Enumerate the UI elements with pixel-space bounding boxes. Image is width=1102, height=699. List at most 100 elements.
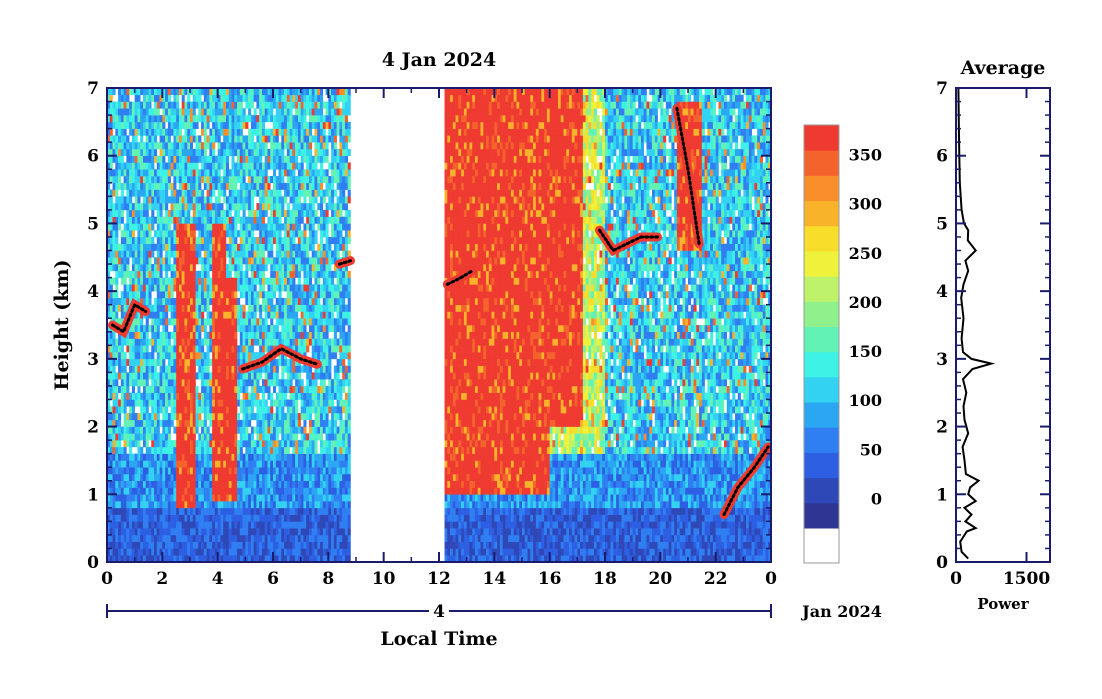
heatmap-cell (206, 399, 210, 407)
heatmap-cell (198, 541, 202, 549)
heatmap-cell (292, 169, 296, 177)
heatmap-cell (209, 440, 213, 448)
heatmap-cell (137, 169, 141, 177)
heatmap-cell (167, 291, 171, 299)
heatmap-cell (201, 440, 205, 448)
heatmap-cell (292, 135, 296, 143)
heatmap-cell (300, 338, 304, 346)
heatmap-cell (286, 372, 290, 380)
heatmap-cell (165, 541, 169, 549)
heatmap-cell (165, 365, 169, 373)
heatmap-cell (214, 541, 218, 549)
heatmap-cell (140, 176, 144, 184)
heatmap-cell (181, 230, 185, 238)
heatmap-cell (129, 297, 133, 305)
heatmap-cell (170, 392, 174, 400)
heatmap-cell (297, 440, 301, 448)
heatmap-cell (123, 270, 127, 278)
heatmap-cell (190, 480, 194, 488)
heatmap-cell (176, 94, 180, 102)
heatmap-cell (248, 487, 252, 495)
heatmap-cell (245, 480, 249, 488)
heatmap-cell (281, 514, 285, 522)
heatmap-cell (181, 311, 185, 319)
heatmap-cell (259, 189, 263, 197)
heatmap-cell (228, 392, 232, 400)
heatmap-cell (178, 338, 182, 346)
heatmap-cell (184, 385, 188, 394)
heatmap-cell (181, 446, 185, 454)
heatmap-cell (120, 406, 124, 414)
heatmap-cell (231, 345, 235, 353)
heatmap-cell (129, 460, 133, 468)
heatmap-cell (184, 209, 188, 217)
heatmap-cell (286, 365, 290, 373)
heatmap-cell (281, 169, 285, 177)
heatmap-cell (292, 250, 296, 258)
heatmap-cell (261, 385, 265, 394)
heatmap-cell (248, 534, 252, 542)
heatmap-cell (129, 189, 133, 197)
heatmap-cell (275, 318, 279, 326)
heatmap-cell (256, 304, 260, 312)
heatmap-cell (112, 501, 116, 509)
heatmap-cell (151, 358, 155, 366)
heatmap-cell (195, 270, 199, 278)
heatmap-cell (311, 453, 315, 461)
heatmap-cell (275, 331, 279, 339)
heatmap-cell (300, 94, 304, 102)
heatmap-cell (259, 413, 263, 421)
heatmap-cell (217, 365, 221, 373)
heatmap-cell (234, 203, 238, 211)
heatmap-cell (195, 521, 199, 529)
heatmap-cell (228, 203, 232, 211)
heatmap-cell (245, 440, 249, 448)
heatmap-cell (259, 115, 263, 123)
heatmap-cell (148, 203, 152, 211)
heatmap-cell (250, 236, 254, 245)
heatmap-cell (281, 209, 285, 217)
heatmap-cell (225, 392, 230, 400)
heatmap-cell (145, 196, 149, 204)
heatmap-cell (267, 426, 271, 434)
heatmap-cell (242, 501, 246, 509)
heatmap-cell (311, 325, 315, 333)
heatmap-cell (300, 88, 304, 96)
heatmap-cell (198, 325, 202, 333)
heatmap-cell (151, 264, 155, 272)
heatmap-cell (286, 94, 290, 102)
heatmap-cell (190, 291, 194, 299)
heatmap-cell (109, 121, 113, 129)
heatmap-cell (225, 155, 230, 163)
heatmap-cell (151, 433, 155, 441)
heatmap-cell (237, 243, 241, 251)
heatmap-cell (231, 352, 235, 360)
heatmap-cell (256, 236, 260, 245)
heatmap-cell (137, 365, 141, 373)
heatmap-cell (275, 230, 279, 238)
heatmap-cell (195, 385, 199, 394)
heatmap-cell (237, 128, 241, 136)
heatmap-cell (237, 162, 241, 170)
heatmap-cell (275, 142, 279, 150)
heatmap-cell (239, 270, 243, 278)
heatmap-cell (308, 209, 313, 217)
heatmap-cell (120, 473, 124, 482)
heatmap-cell (239, 94, 243, 102)
heatmap-cell (223, 426, 227, 434)
heatmap-cell (201, 528, 205, 536)
heatmap-cell (112, 392, 116, 400)
heatmap-cell (201, 534, 205, 542)
heatmap-cell (284, 379, 288, 387)
heatmap-cell (242, 528, 246, 536)
heatmap-cell (184, 521, 188, 529)
heatmap-cell (292, 392, 296, 400)
heatmap-cell (275, 250, 279, 258)
heatmap-cell (203, 291, 207, 299)
heatmap-cell (173, 135, 177, 143)
heatmap-cell (170, 528, 174, 536)
heatmap-cell (250, 413, 254, 421)
heatmap-cell (198, 203, 202, 211)
heatmap-cell (250, 223, 254, 231)
heatmap-cell (178, 176, 182, 184)
